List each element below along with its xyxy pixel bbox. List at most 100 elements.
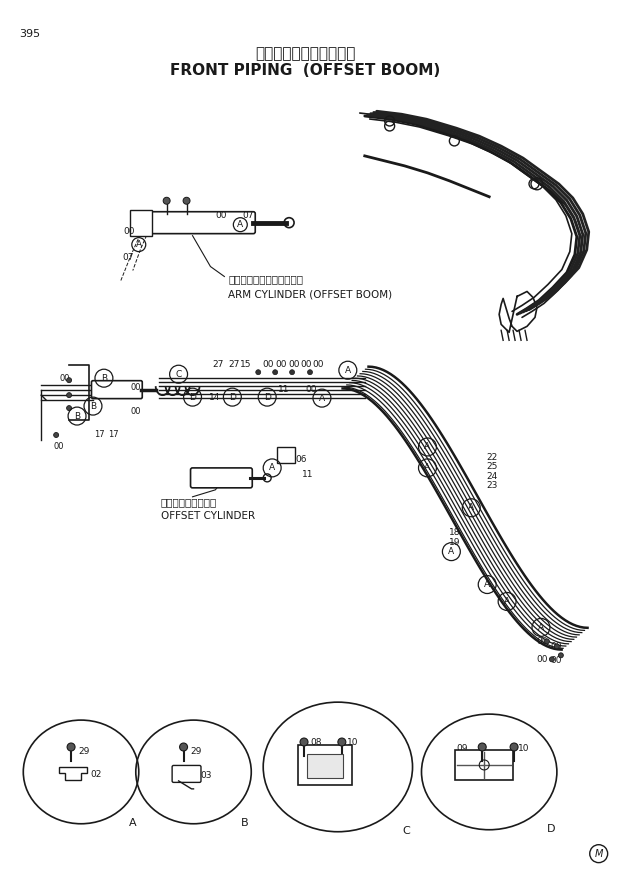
Text: D: D — [264, 393, 271, 402]
Text: 25: 25 — [486, 462, 498, 471]
Text: D: D — [547, 824, 556, 834]
Text: D: D — [229, 393, 236, 402]
Text: A: A — [345, 366, 351, 375]
Text: 17: 17 — [94, 430, 105, 439]
Text: 00: 00 — [131, 407, 141, 416]
Circle shape — [66, 378, 71, 382]
Text: A: A — [448, 547, 454, 556]
Text: A: A — [425, 464, 430, 472]
Circle shape — [273, 369, 278, 375]
Circle shape — [300, 738, 308, 746]
Text: フロント配管（側溝掘）: フロント配管（側溝掘） — [255, 46, 355, 61]
FancyBboxPatch shape — [455, 750, 513, 780]
Text: ARM CYLINDER (OFFSET BOOM): ARM CYLINDER (OFFSET BOOM) — [228, 290, 392, 299]
Text: B: B — [101, 374, 107, 382]
Text: 27: 27 — [213, 361, 224, 369]
Text: 00: 00 — [124, 227, 135, 236]
Circle shape — [554, 644, 559, 649]
Text: 00: 00 — [262, 361, 273, 369]
Text: 15: 15 — [241, 361, 252, 369]
Text: 00: 00 — [275, 361, 286, 369]
Text: 00: 00 — [300, 361, 311, 369]
Circle shape — [559, 653, 564, 657]
Circle shape — [183, 197, 190, 204]
Text: 00: 00 — [536, 656, 547, 664]
Text: OFFSET CYLINDER: OFFSET CYLINDER — [161, 511, 255, 521]
FancyBboxPatch shape — [298, 745, 352, 785]
Text: A: A — [538, 623, 544, 632]
Circle shape — [180, 743, 188, 751]
Text: 02: 02 — [90, 770, 101, 779]
FancyBboxPatch shape — [307, 754, 343, 778]
Text: A: A — [319, 394, 325, 402]
Text: 29: 29 — [190, 747, 202, 756]
Circle shape — [544, 639, 549, 644]
Circle shape — [338, 738, 346, 746]
Text: 06: 06 — [295, 455, 306, 464]
Circle shape — [308, 369, 312, 375]
Text: A: A — [269, 464, 275, 472]
Text: M: M — [595, 849, 603, 859]
Text: 07: 07 — [242, 210, 254, 220]
Text: A: A — [136, 240, 142, 249]
FancyBboxPatch shape — [277, 447, 295, 463]
Text: 10: 10 — [347, 738, 358, 747]
Text: 00: 00 — [312, 361, 324, 369]
Text: アームシリンダ（側溝掘）: アームシリンダ（側溝掘） — [228, 274, 303, 285]
Text: C: C — [402, 826, 410, 835]
Text: 11: 11 — [278, 385, 290, 395]
Text: 18: 18 — [450, 527, 461, 537]
Circle shape — [255, 369, 261, 375]
FancyBboxPatch shape — [130, 210, 152, 236]
Polygon shape — [59, 767, 87, 780]
Text: 22: 22 — [486, 453, 497, 462]
Text: 00: 00 — [59, 375, 69, 383]
Text: 14: 14 — [208, 393, 220, 402]
FancyBboxPatch shape — [190, 468, 252, 488]
Text: A: A — [237, 220, 244, 230]
Text: 07: 07 — [123, 252, 135, 262]
FancyBboxPatch shape — [172, 766, 201, 782]
Text: 08: 08 — [310, 738, 322, 747]
Text: 00: 00 — [215, 210, 227, 220]
Text: 395: 395 — [19, 30, 40, 39]
Circle shape — [290, 369, 294, 375]
Text: 17: 17 — [108, 430, 118, 439]
FancyBboxPatch shape — [147, 212, 255, 234]
Text: 00: 00 — [305, 385, 317, 395]
Text: A: A — [425, 443, 430, 451]
Text: 29: 29 — [78, 747, 89, 756]
Text: B: B — [241, 818, 249, 828]
Text: 00: 00 — [131, 383, 141, 392]
Text: C: C — [175, 369, 182, 379]
Circle shape — [163, 197, 170, 204]
Text: A: A — [484, 580, 490, 589]
Text: 00: 00 — [536, 637, 547, 646]
Text: 24: 24 — [486, 472, 497, 481]
Text: B: B — [90, 402, 96, 410]
Text: D: D — [189, 393, 196, 402]
Circle shape — [510, 743, 518, 751]
Text: 10: 10 — [518, 744, 529, 753]
Circle shape — [54, 432, 59, 437]
FancyBboxPatch shape — [92, 381, 142, 399]
Text: B: B — [74, 411, 80, 421]
Text: A: A — [468, 503, 474, 512]
Text: 00: 00 — [288, 361, 299, 369]
Text: A: A — [129, 818, 136, 828]
Circle shape — [66, 406, 71, 410]
Text: 19: 19 — [450, 538, 461, 546]
Text: FRONT PIPING  (OFFSET BOOM): FRONT PIPING (OFFSET BOOM) — [170, 63, 440, 79]
Text: 09: 09 — [456, 744, 468, 753]
Text: オフセットシリンダ: オフセットシリンダ — [161, 497, 217, 507]
Circle shape — [66, 393, 71, 397]
Text: 03: 03 — [200, 771, 212, 780]
Circle shape — [67, 743, 75, 751]
Text: 27: 27 — [228, 361, 240, 369]
Text: 00: 00 — [550, 643, 562, 651]
Text: 11: 11 — [302, 470, 314, 479]
Circle shape — [549, 656, 554, 662]
Text: A: A — [504, 597, 510, 606]
Text: 23: 23 — [486, 481, 498, 490]
Text: 00: 00 — [550, 656, 562, 665]
